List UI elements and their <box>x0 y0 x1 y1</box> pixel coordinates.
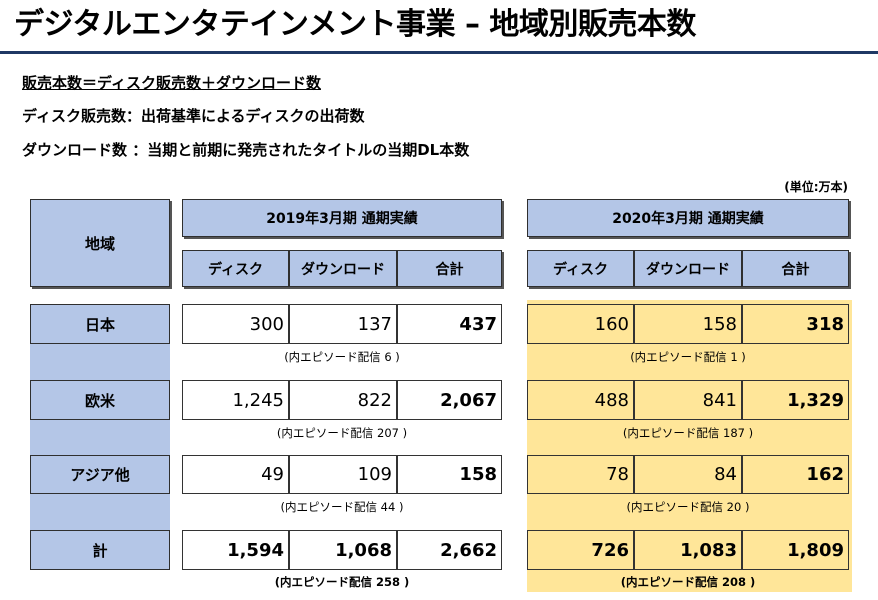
region-total: 計 <box>30 530 170 570</box>
table-cell: 318 <box>742 304 849 344</box>
table-cell: 49 <box>182 455 289 494</box>
table-cell: 1,083 <box>634 530 742 570</box>
table-cell: 1,809 <box>742 530 849 570</box>
region-asia-other: アジア他 <box>30 455 170 494</box>
col-header-download-fy2019: ダウンロード <box>289 250 397 287</box>
region-europe-us: 欧米 <box>30 380 170 420</box>
episode-note: (内エピソード配信 44 ) <box>280 500 404 514</box>
region-column-strip <box>30 494 170 530</box>
region-column-strip <box>30 420 170 455</box>
table-cell: 841 <box>634 380 742 420</box>
unit-label: (単位:万本) <box>784 180 848 194</box>
col-header-disc-fy2020: ディスク <box>527 250 634 287</box>
table-cell: 2,662 <box>397 530 502 570</box>
table-cell: 300 <box>182 304 289 344</box>
table-cell: 158 <box>634 304 742 344</box>
episode-note: (内エピソード配信 20 ) <box>626 500 750 514</box>
table-cell: 1,329 <box>742 380 849 420</box>
episode-note: (内エピソード配信 1 ) <box>630 350 746 364</box>
table-cell: 158 <box>397 455 502 494</box>
definition-downloads: ダウンロード数 ：当期と前期に発売されたタイトルの当期DL本数 <box>22 141 470 159</box>
region-japan: 日本 <box>30 304 170 344</box>
table-cell: 822 <box>289 380 397 420</box>
period-header-fy2020: 2020年3月期 通期実績 <box>527 199 849 237</box>
episode-note: (内エピソード配信 208 ) <box>620 575 756 589</box>
col-header-download-fy2020: ダウンロード <box>634 250 742 287</box>
table-cell: 726 <box>527 530 634 570</box>
table-cell: 137 <box>289 304 397 344</box>
region-column-strip <box>30 344 170 384</box>
title-underline <box>0 51 878 54</box>
col-header-disc-fy2019: ディスク <box>182 250 289 287</box>
table-cell: 488 <box>527 380 634 420</box>
col-header-total-fy2020: 合計 <box>742 250 849 287</box>
table-cell: 437 <box>397 304 502 344</box>
table-cell: 1,068 <box>289 530 397 570</box>
col-header-total-fy2019: 合計 <box>397 250 502 287</box>
episode-note: (内エピソード配信 258 ) <box>274 575 410 589</box>
period-header-fy2019: 2019年3月期 通期実績 <box>182 199 502 237</box>
table-cell: 2,067 <box>397 380 502 420</box>
table-cell: 162 <box>742 455 849 494</box>
definition-sales-units: 販売本数＝ディスク販売数＋ダウンロード数 <box>22 74 321 92</box>
table-cell: 78 <box>527 455 634 494</box>
table-cell: 160 <box>527 304 634 344</box>
table-cell: 1,594 <box>182 530 289 570</box>
table-cell: 1,245 <box>182 380 289 420</box>
episode-note: (内エピソード配信 207 ) <box>276 426 408 440</box>
episode-note: (内エピソード配信 6 ) <box>284 350 400 364</box>
table-cell: 84 <box>634 455 742 494</box>
region-header: 地域 <box>30 199 170 287</box>
definition-disc-sales: ディスク販売数：出荷基準によるディスクの出荷数 <box>22 107 365 125</box>
table-cell: 109 <box>289 455 397 494</box>
page-title: デジタルエンタテインメント事業 – 地域別販売本数 <box>14 7 696 42</box>
episode-note: (内エピソード配信 187 ) <box>622 426 754 440</box>
